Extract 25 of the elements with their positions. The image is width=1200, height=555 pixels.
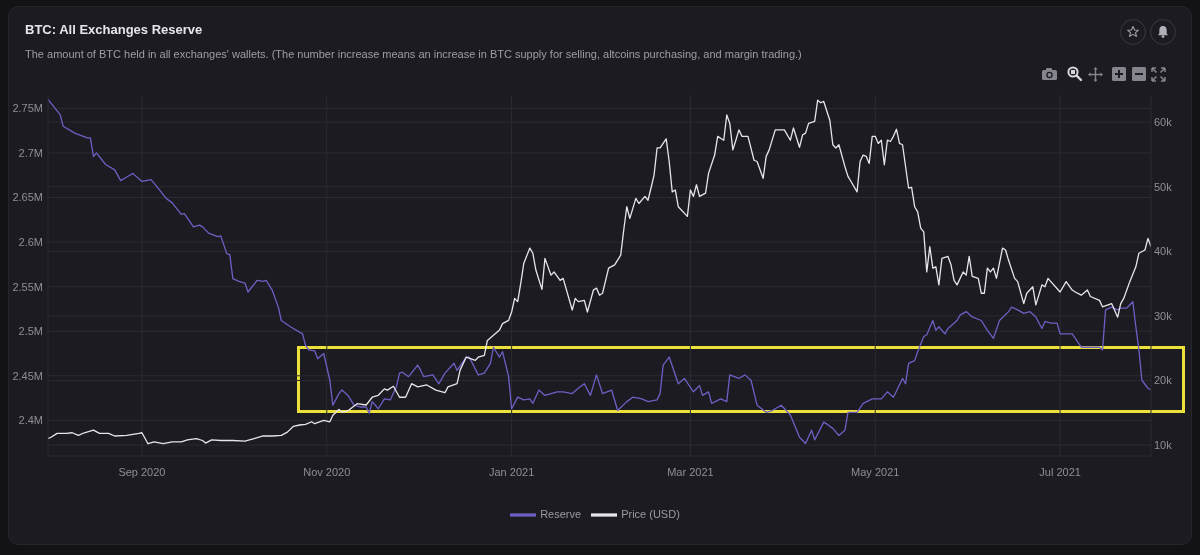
line-series [48,98,1151,445]
chart-subtitle: The amount of BTC held in all exchanges' wallets. (The number increase means an increase in BTC supply for selling, altcoins purchasing, and margin trading.) [25,48,802,60]
chart-title: BTC: All Exchanges Reserve [25,22,203,37]
y-tick-label: 2.5M [18,325,43,338]
legend-label: Price (USD) [621,507,680,520]
y-tick-label: 2.7M [18,146,43,159]
y-tick-label: 2.6M [18,235,43,248]
y2-tick-label: 10k [1154,438,1173,451]
y2-tick-label: 60k [1154,116,1173,129]
x-tick-label: Nov 2020 [303,465,351,478]
y-tick-label: 2.65M [12,191,43,204]
x-tick-label: May 2021 [851,465,900,478]
y2-tick-label: 20k [1154,374,1173,387]
y2-tick-label: 30k [1154,309,1173,322]
y-tick-label: 2.75M [12,102,43,115]
x-tick-label: Jul 2021 [1039,465,1081,478]
y-tick-label: 2.45M [12,369,43,382]
legend-label: Reserve [540,507,582,520]
y2-tick-label: 40k [1154,245,1173,258]
y-tick-label: 2.55M [12,280,43,293]
y2-tick-label: 50k [1154,180,1173,193]
y-tick-label: 2.4M [18,414,43,427]
x-tick-label: Sep 2020 [118,465,166,478]
x-tick-label: Jan 2021 [488,465,535,478]
x-tick-label: Mar 2021 [667,465,714,478]
